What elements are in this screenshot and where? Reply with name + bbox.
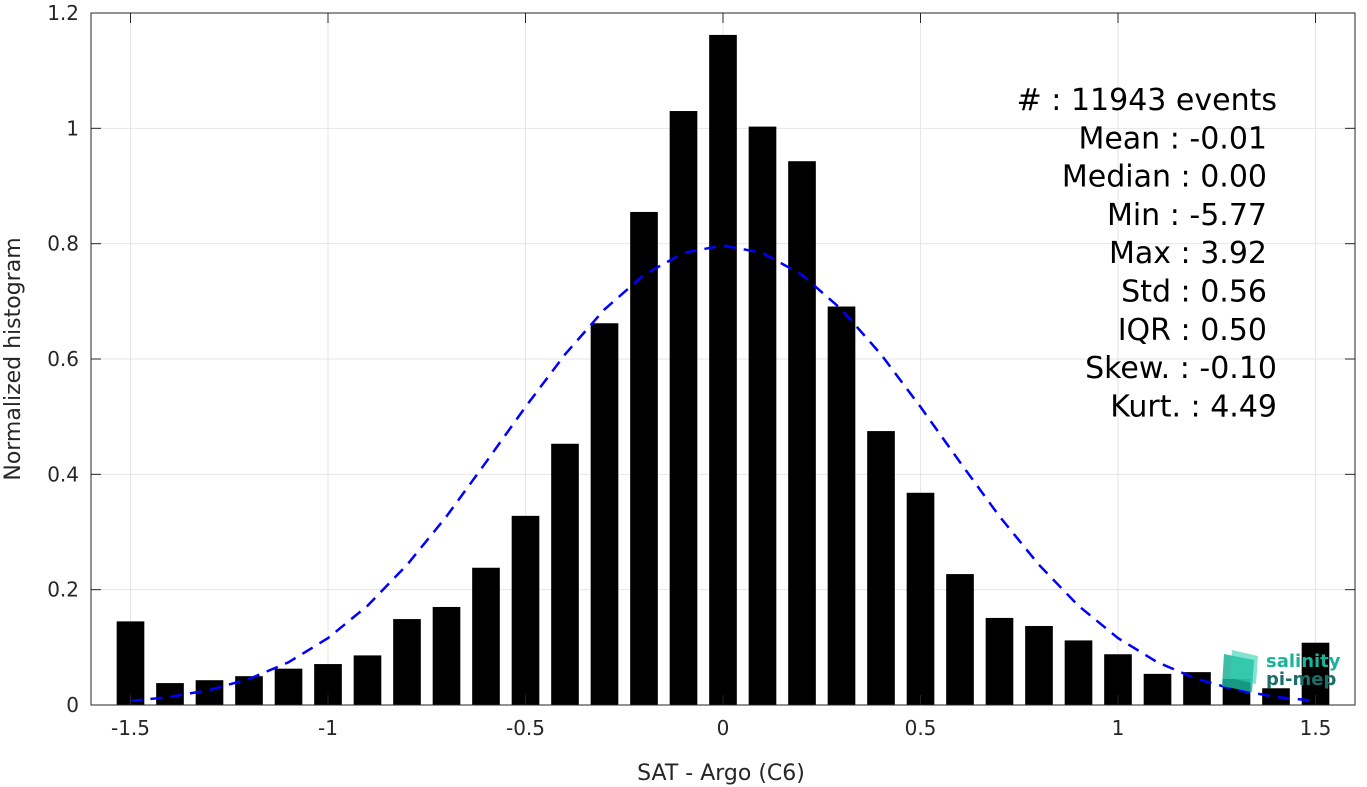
stat-line: # : 11943 events (1017, 83, 1277, 118)
x-tick-label: -1 (318, 716, 338, 740)
histogram-bar (1301, 642, 1330, 705)
histogram-bar (116, 621, 145, 705)
salinity-pi-mep-logo: salinity pi-mep (1222, 650, 1341, 692)
histogram-bar (274, 668, 303, 705)
gaussian-fit-curve (130, 244, 1316, 703)
histogram-bar (1025, 625, 1053, 705)
histogram-bar (946, 574, 974, 705)
x-tick-label: 1.5 (1300, 716, 1332, 740)
histogram-bars (116, 34, 1330, 706)
stat-line: Std : 0.56 (1121, 275, 1267, 310)
y-tick-label: 0 (66, 693, 79, 717)
y-tick-label: 1 (66, 116, 79, 140)
y-axis-title: Normalized histogram (1, 237, 26, 480)
axes-frame (90, 12, 1356, 706)
histogram-bar (630, 211, 658, 705)
stat-line: Mean : -0.01 (1078, 121, 1267, 156)
histogram-bar (985, 617, 1014, 705)
stat-line: Kurt. : 4.49 (1110, 389, 1277, 424)
histogram-bar (709, 34, 737, 706)
y-tick-label: 0.6 (47, 347, 79, 371)
x-tick-label: -1.5 (111, 716, 150, 740)
x-tick-label: 0 (717, 716, 730, 740)
histogram-bar (156, 683, 184, 705)
histogram-bar (353, 655, 382, 705)
y-tick-label: 0.2 (47, 578, 79, 602)
histogram-bar (1262, 688, 1290, 705)
histogram-bar (590, 323, 619, 705)
histogram-bar (511, 515, 540, 705)
histogram-bar (669, 111, 698, 706)
x-tick-label: -0.5 (506, 716, 545, 740)
histogram-bar (748, 126, 777, 705)
stat-line: IQR : 0.50 (1118, 313, 1267, 348)
histogram-bar (393, 619, 421, 705)
stat-line: Max : 3.92 (1109, 236, 1267, 271)
logo-text-pi-mep: pi-mep (1266, 669, 1336, 690)
histogram-bar (1064, 640, 1093, 705)
stat-line: Skew. : -0.10 (1085, 351, 1277, 386)
x-tick-label: 0.5 (905, 716, 937, 740)
stat-line: Min : -5.77 (1107, 198, 1267, 233)
stat-line: Median : 0.00 (1062, 160, 1267, 195)
y-tick-labels: 0 0.2 0.4 0.6 0.8 1 1.2 (47, 1, 79, 717)
y-tick-label: 0.4 (47, 462, 79, 486)
histogram-bar (432, 606, 461, 705)
y-tick-label: 1.2 (47, 1, 79, 25)
histogram-bar (551, 443, 579, 705)
logo-text-salinity: salinity (1266, 651, 1341, 672)
x-tick-label: 1 (1112, 716, 1125, 740)
histogram-bar (827, 306, 856, 705)
y-tick-label: 0.8 (47, 232, 79, 256)
histogram-bar (867, 431, 895, 705)
histogram-bar (906, 492, 935, 705)
histogram-bar (1143, 673, 1172, 705)
histogram-bar (472, 567, 500, 705)
x-tick-labels: -1.5 -1 -0.5 0 0.5 1 1.5 (111, 716, 1331, 740)
histogram-bar (1183, 672, 1211, 705)
x-axis-title: SAT - Argo (C6) (637, 761, 805, 786)
histogram-bar (788, 161, 816, 705)
